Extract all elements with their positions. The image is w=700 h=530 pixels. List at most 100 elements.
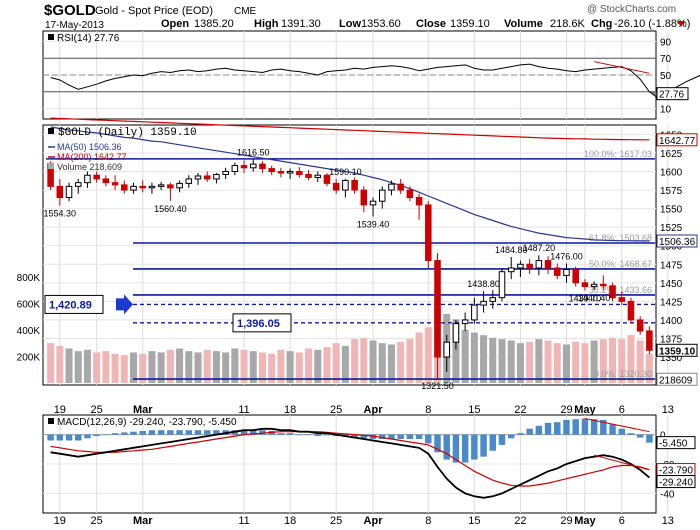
rsi-trendline (594, 61, 650, 74)
price-tick-label: 1575 (660, 186, 683, 197)
volume-tick-label: 200K (17, 352, 41, 363)
volume-label: Volume (504, 18, 543, 30)
volume-bar (277, 349, 285, 383)
candle-body (74, 182, 82, 187)
macd-line (50, 427, 650, 499)
fib-label: 100.0%: 1617.03 (584, 149, 652, 159)
volume-bar (498, 339, 506, 383)
candle-body (544, 260, 552, 269)
candle-body (323, 174, 331, 184)
candle-body (554, 267, 561, 276)
rsi-legend-swatch (48, 34, 54, 40)
macd-histogram-bar (148, 430, 156, 435)
ma50-line (50, 126, 650, 242)
volume-bar (544, 340, 552, 383)
candle-body (388, 183, 395, 191)
price-badge (656, 372, 698, 386)
price-tick-label: 1525 (660, 223, 683, 234)
price-tick-label: 1550 (660, 205, 683, 216)
x-tick-label: 25 (91, 404, 103, 416)
price-tick-label: 1475 (660, 260, 683, 271)
candle-body (231, 165, 239, 173)
volume-bar (618, 339, 626, 383)
volume-bar (572, 341, 580, 383)
candle-body (406, 189, 414, 198)
candle-body (102, 178, 110, 184)
macd-histogram-bar (443, 434, 450, 460)
macd-histogram-bar (351, 434, 358, 438)
price-badge-text: 1359.10 (659, 346, 696, 357)
price-point-label: 1560.40 (154, 204, 187, 214)
rsi-line (50, 63, 700, 100)
volume-bar (286, 351, 294, 383)
price-tick-label: 1450 (660, 279, 683, 290)
candle-body (296, 171, 303, 175)
price-panel-frame (42, 124, 657, 386)
volume-bar (240, 349, 248, 383)
candle-body (397, 183, 404, 191)
candle-body (167, 184, 174, 189)
x-tick-label: Apr (364, 404, 384, 416)
volume-bar (74, 351, 82, 383)
volume-bar (305, 348, 313, 383)
candle-body (627, 300, 635, 321)
volume-bar (56, 345, 64, 383)
chg-label: Chg (591, 18, 612, 30)
volume-bar (609, 337, 617, 383)
volume-bar (332, 343, 340, 383)
volume-bar (461, 329, 469, 383)
volume-bar (369, 340, 377, 383)
volume-bar (581, 343, 589, 383)
ohlc-bar: Open 1385.20 High 1391.30 Low 1353.60 Cl… (161, 18, 690, 30)
price-tick-label: 1350 (660, 353, 683, 364)
volume-bar (553, 343, 561, 383)
macd-histogram-bar (498, 434, 506, 445)
macd-histogram-bar (517, 433, 524, 435)
rsi-layer (43, 57, 700, 100)
x-tick-label: 22 (514, 404, 526, 416)
price-point-label: 1590.10 (329, 167, 362, 177)
x-tick-label: 15 (468, 404, 480, 416)
macd-histogram-bar (277, 433, 285, 435)
x-tick-label: 18 (284, 404, 296, 416)
volume-bar (424, 327, 432, 383)
candle-body (609, 285, 616, 299)
candle-body (139, 185, 146, 189)
macd-trendline (593, 454, 650, 471)
macd-badge-text: -5.450 (659, 439, 688, 450)
macd-histogram-bar (600, 419, 607, 435)
volume-bar (590, 340, 598, 383)
macd-histogram-bar (296, 434, 303, 436)
open-value: 1385.20 (194, 18, 234, 30)
candle-body (305, 173, 312, 178)
volume-bar (65, 348, 73, 383)
volume-bar (139, 353, 147, 383)
candle-body (240, 165, 248, 169)
x-tick-label: 22 (514, 515, 526, 527)
candle-body (250, 163, 257, 169)
macd-histogram-bar (415, 434, 423, 440)
macd-histogram-bar (47, 434, 54, 441)
candle-body (618, 297, 626, 302)
x-tick-label: Mar (133, 404, 153, 416)
volume-bar (599, 339, 607, 383)
candle-body (360, 189, 368, 206)
volume-bar (111, 353, 119, 383)
macd-layer (43, 417, 656, 499)
candle-body (452, 323, 460, 343)
volume-bar (489, 337, 497, 383)
candle-body (222, 171, 229, 175)
volume-bar (562, 344, 570, 383)
price-point-label: 1616.50 (237, 147, 270, 157)
price-badge (656, 133, 698, 147)
candle-body (526, 263, 533, 269)
high-value: 1391.30 (281, 18, 321, 30)
macd-histogram-bar (572, 419, 579, 435)
x-tick-label: 13 (662, 515, 674, 527)
down-arrow-icon (677, 21, 685, 27)
rsi-value-badge-text: 27.76 (659, 90, 684, 101)
macd-histogram-bar (480, 434, 487, 457)
rsi-tick-label: 50 (660, 71, 672, 82)
axes-layer: 19 19 25 25 Mar Mar 11 11 18 18 25 25 Apr Apr 8 8 15 15 22… (17, 37, 698, 527)
volume-bar (47, 343, 55, 383)
